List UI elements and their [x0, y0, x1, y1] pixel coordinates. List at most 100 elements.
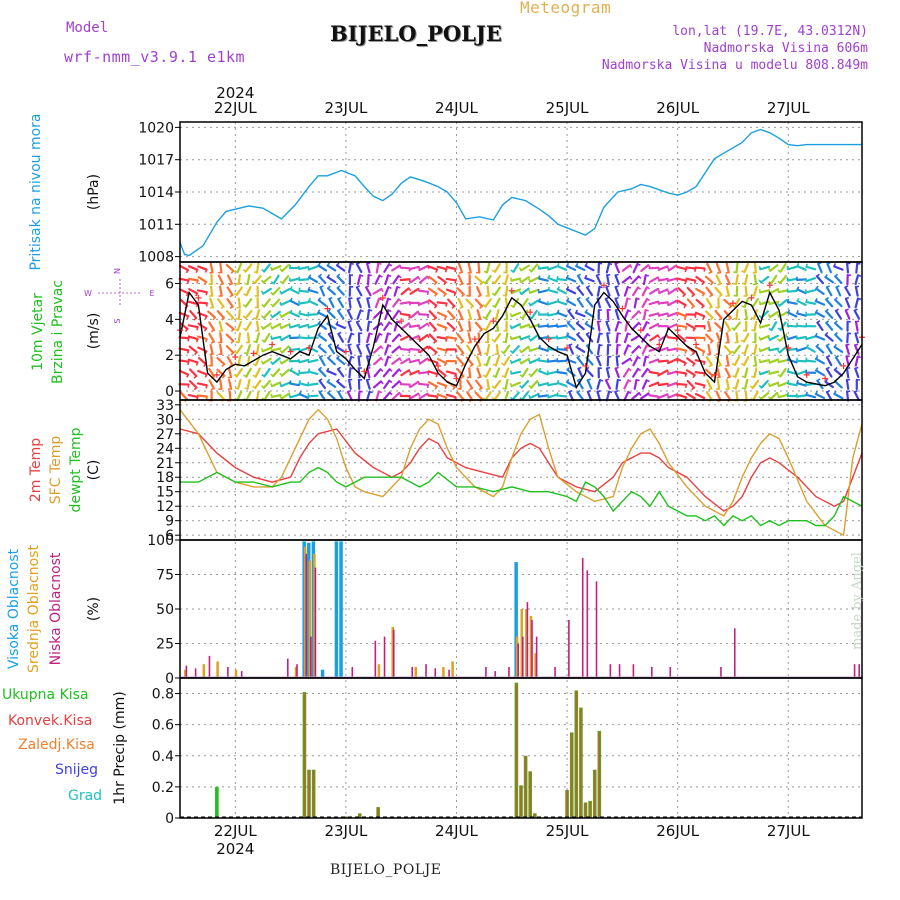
y-tick-label: 15 [156, 485, 174, 501]
wind-barb-tick [806, 344, 810, 348]
wind-barb [372, 287, 383, 295]
wind-barb [392, 298, 400, 308]
wind-barb [585, 298, 594, 308]
wind-barb [667, 370, 678, 376]
wind-barb [236, 320, 242, 332]
wind-barb [217, 298, 225, 308]
wind-barb-tick [444, 385, 448, 390]
wind-barb [226, 298, 234, 308]
wind-barb [391, 368, 401, 378]
gust-marker [379, 294, 386, 301]
wind-barb-tick [185, 292, 189, 297]
wind-barb [641, 379, 648, 390]
wind-barb-tick [528, 337, 532, 342]
wind-barb [317, 311, 328, 318]
wind-barb [236, 262, 243, 274]
wind-barb [845, 355, 850, 367]
low-cloud-bar [568, 620, 570, 678]
wind-barb-tick [675, 288, 679, 292]
wind-barb-tick [741, 387, 746, 390]
wind-barb-tick [786, 265, 789, 270]
wind-barb-tick [351, 356, 355, 359]
wind-barb [706, 379, 713, 390]
wind-barb-tick [825, 296, 830, 301]
wind-barb [335, 264, 346, 272]
wind-barb [262, 287, 272, 295]
wind-barb [235, 344, 243, 355]
wind-barb [486, 378, 490, 390]
wind-barb [596, 378, 602, 390]
wind-barb-tick [289, 309, 293, 314]
wind-barb-layer [178, 261, 862, 403]
wind-barb [844, 309, 851, 320]
wind-barb [577, 367, 584, 378]
wind-barb-tick [270, 361, 274, 365]
wind-barb-tick [547, 274, 551, 279]
wind-barb-tick [692, 328, 696, 332]
low-cloud-bar [535, 636, 538, 678]
wind-barb-tick [646, 368, 651, 372]
wind-barb [695, 298, 705, 307]
wind-barb [519, 323, 531, 329]
wind-barb [723, 298, 733, 307]
wind-barb [337, 391, 345, 401]
wind-barb-tick [279, 301, 283, 306]
wind-barb-tick [387, 356, 392, 359]
gust-marker [232, 353, 239, 360]
wind-barb-tick [366, 378, 371, 381]
wind-barb-tick [196, 280, 199, 284]
wind-barb [374, 274, 381, 285]
wind-barb-tick [584, 309, 588, 313]
low-cloud-bar [314, 567, 317, 678]
wind-barb [576, 391, 585, 401]
wind-barb [565, 264, 577, 272]
wind-barb-tick [509, 396, 514, 401]
wind-barb-tick [319, 389, 323, 393]
unit-label: (hPa) [86, 174, 102, 210]
wind-barb [510, 358, 522, 364]
wind-barb-tick [702, 315, 706, 320]
wind-barb [327, 356, 336, 366]
wind-barb [399, 278, 411, 282]
wind-barb-tick [767, 300, 771, 305]
wind-barb [178, 288, 190, 295]
wind-barb-tick [707, 329, 711, 333]
wind-barb-tick [398, 368, 402, 373]
gust-marker [490, 318, 497, 325]
wind-barb [189, 310, 198, 320]
wind-barb-tick [417, 276, 421, 281]
high-cloud-bar [514, 562, 518, 678]
lonlat-label: lon,lat (19.7E, 43.0312N) [672, 24, 868, 39]
wind-barb-tick [460, 375, 464, 379]
wind-barb [795, 335, 808, 340]
wind-barb [209, 262, 214, 274]
wind-barb [187, 277, 199, 282]
wind-barb [476, 309, 482, 320]
wind-barb [399, 266, 411, 270]
wind-barb [298, 323, 310, 329]
wind-barb [255, 343, 260, 355]
gust-marker [545, 336, 552, 343]
wind-barb [759, 358, 771, 364]
wind-barb-tick [205, 291, 208, 296]
wind-barb [418, 264, 429, 272]
wind-barb-tick [547, 286, 550, 291]
day-label-top: 23JUL [324, 99, 367, 117]
wind-barb [428, 333, 438, 343]
wind-barb-tick [627, 286, 632, 289]
wind-barb-tick [242, 315, 247, 319]
low-cloud-bar [434, 668, 437, 678]
wind-barb-tick [477, 376, 481, 379]
wind-barb [318, 275, 327, 285]
wind-barb [753, 262, 757, 274]
wind-barb-tick [337, 285, 341, 289]
wind-barb [846, 262, 850, 274]
wind-barb-tick [356, 320, 361, 323]
wind-barb-tick [491, 280, 496, 284]
wind-barb [457, 309, 464, 320]
wind-barb [408, 358, 420, 364]
wind-barb [615, 343, 619, 356]
wind-barb [632, 262, 639, 274]
wind-barb [752, 390, 759, 402]
wind-barb [778, 345, 788, 354]
